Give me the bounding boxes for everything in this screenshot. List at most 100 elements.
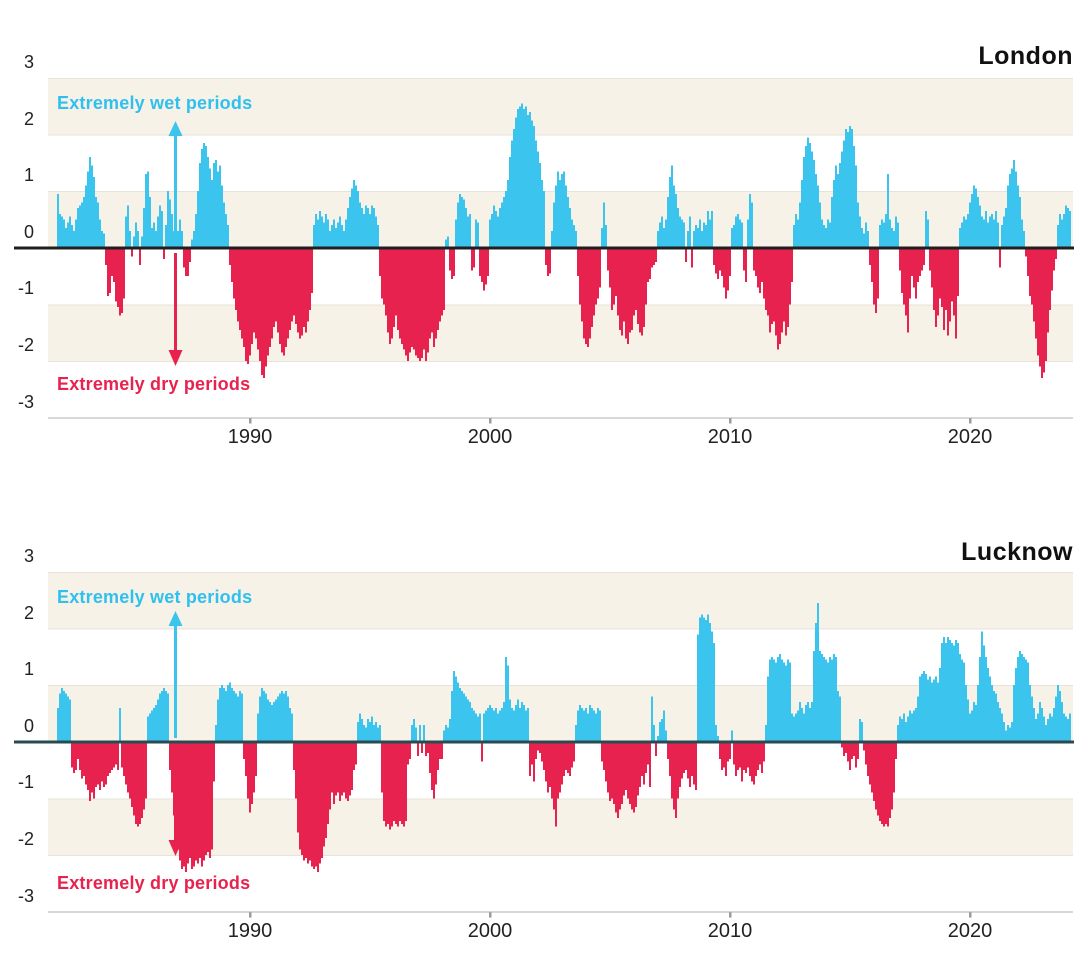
- dry-bar: [845, 741, 847, 754]
- wet-bar: [557, 171, 559, 248]
- dry-bar: [405, 247, 407, 356]
- wet-bar: [101, 230, 103, 248]
- dry-bar: [77, 741, 79, 759]
- wet-bar: [927, 219, 929, 248]
- dry-bar: [393, 741, 395, 822]
- dry-bar: [251, 741, 253, 805]
- wet-bar: [373, 724, 375, 742]
- wet-bar: [675, 194, 677, 248]
- wet-bar: [147, 171, 149, 248]
- dry-bar: [409, 247, 411, 353]
- wet-bar: [221, 185, 223, 248]
- dry-bar: [609, 741, 611, 802]
- dry-bar: [201, 741, 203, 867]
- wet-bar: [1053, 707, 1055, 742]
- wet-bar: [733, 225, 735, 248]
- dry-bar: [437, 741, 439, 771]
- wet-bar: [903, 713, 905, 742]
- dry-bar: [299, 247, 301, 339]
- dry-bar: [435, 247, 437, 339]
- dry-bar: [921, 247, 923, 271]
- wet-bar: [235, 693, 237, 742]
- dry-bar: [693, 741, 695, 785]
- wet-bar: [521, 103, 523, 248]
- x-axis-tick: [969, 912, 972, 918]
- wet-bar: [281, 690, 283, 742]
- wet-bar: [985, 211, 987, 248]
- dry-bar: [413, 247, 415, 350]
- wet-bar: [979, 656, 981, 742]
- wet-bar: [937, 682, 939, 742]
- wet-bar: [801, 179, 803, 248]
- dry-bar: [565, 741, 567, 771]
- wet-bar: [223, 688, 225, 742]
- dry-bar: [529, 741, 531, 776]
- dry-bar: [387, 741, 389, 824]
- dry-bar: [429, 741, 431, 773]
- dry-bar: [419, 247, 421, 361]
- dry-bar: [541, 741, 543, 762]
- dry-bar: [115, 247, 117, 302]
- dry-bar: [739, 741, 741, 768]
- wet-bar: [973, 185, 975, 248]
- wet-bar: [239, 690, 241, 742]
- dry-bar: [917, 247, 919, 282]
- dry-bar: [779, 247, 781, 345]
- dry-bar: [615, 247, 617, 296]
- dry-bar: [1037, 247, 1039, 356]
- dry-bar: [655, 741, 657, 756]
- dry-bar: [295, 741, 297, 799]
- dry-bar: [671, 741, 673, 799]
- dry-bar: [133, 741, 135, 816]
- dry-bar: [129, 741, 131, 799]
- wet-arrow-shaft: [174, 134, 177, 244]
- wet-bar: [787, 659, 789, 742]
- wet-bar: [987, 668, 989, 742]
- wet-bar: [993, 690, 995, 742]
- wet-bar: [849, 126, 851, 248]
- wet-bar: [601, 227, 603, 248]
- dry-bar: [483, 247, 485, 291]
- dry-bar: [255, 741, 257, 776]
- wet-bar: [467, 216, 469, 248]
- dry-bar: [641, 741, 643, 776]
- dry-bar: [299, 741, 301, 850]
- wet-bar: [361, 208, 363, 248]
- dry-bar: [893, 741, 895, 793]
- wet-bar: [813, 651, 815, 742]
- wet-bar: [811, 702, 813, 742]
- wet-bar: [843, 140, 845, 248]
- dry-bar: [405, 741, 407, 822]
- dry-bar: [1047, 247, 1049, 333]
- dry-bar: [753, 741, 755, 785]
- wet-bar: [799, 202, 801, 248]
- wet-bar: [915, 707, 917, 742]
- wet-bar: [1015, 668, 1017, 742]
- dry-bar: [179, 741, 181, 861]
- wet-bar: [327, 219, 329, 248]
- wet-arrow-head: [168, 121, 183, 136]
- wet-bar: [1041, 707, 1043, 742]
- dry-bar: [727, 741, 729, 762]
- dry-bar: [545, 247, 547, 265]
- wet-bar: [463, 693, 465, 742]
- dry-bar: [637, 741, 639, 796]
- wet-bar: [487, 707, 489, 742]
- dry-bar: [939, 247, 941, 299]
- dry-bar: [113, 247, 115, 282]
- dry-bar: [403, 741, 405, 827]
- wet-bar: [805, 705, 807, 742]
- wet-bar: [59, 693, 61, 742]
- wet-bar: [803, 157, 805, 248]
- dry-bar: [879, 741, 881, 822]
- dry-bar: [73, 741, 75, 773]
- wet-bar: [317, 219, 319, 248]
- wet-bar: [1051, 716, 1053, 742]
- wet-bar: [151, 710, 153, 742]
- wet-bar: [801, 707, 803, 742]
- dry-bar: [389, 247, 391, 345]
- wet-bar: [829, 656, 831, 742]
- gridline: [48, 855, 1073, 856]
- wet-bar: [1059, 690, 1061, 742]
